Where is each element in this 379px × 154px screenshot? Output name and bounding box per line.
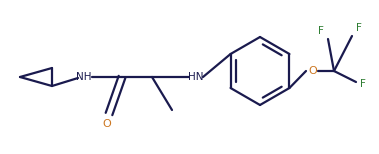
- Text: O: O: [309, 66, 317, 76]
- Text: HN: HN: [188, 72, 204, 82]
- Text: F: F: [318, 26, 324, 36]
- Text: O: O: [103, 119, 111, 129]
- Text: F: F: [356, 23, 362, 33]
- Text: NH: NH: [76, 72, 92, 82]
- Text: F: F: [360, 79, 366, 89]
